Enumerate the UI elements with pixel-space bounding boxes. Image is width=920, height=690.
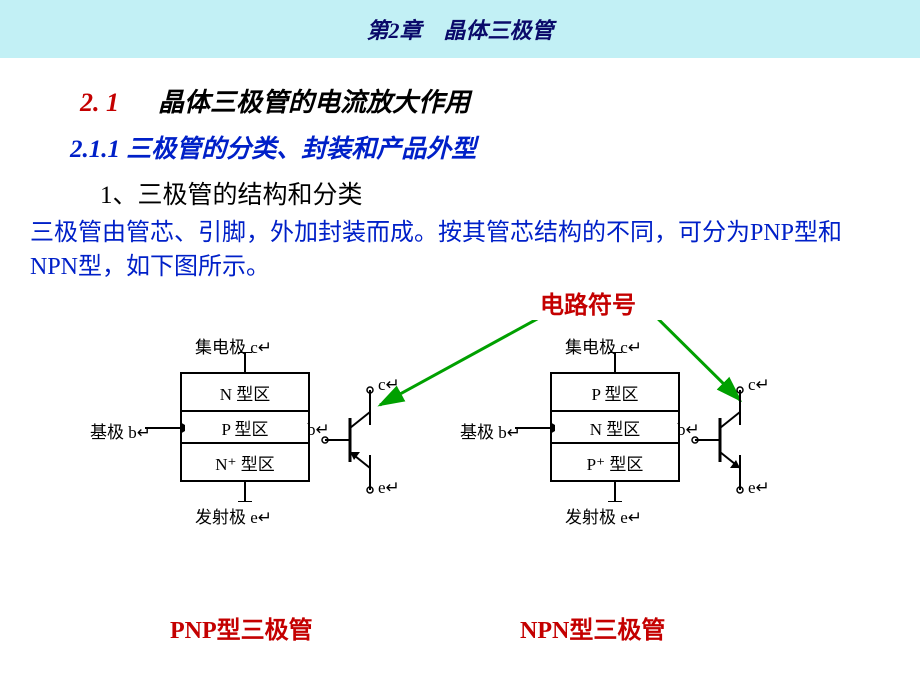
npn-layer-mid: N 型区 [550, 412, 680, 442]
pnp-caption: PNP型三极管 [170, 610, 313, 645]
subsection-heading: 2.1.1 三极管的分类、封装和产品外型 [70, 129, 870, 165]
npn-sym-b: b↵ [677, 420, 700, 440]
diagrams-container: 集电极 c↵ N 型区 P 型区 N⁺ 型区 基极 b↵ 发射极 e↵ c↵ b… [0, 320, 920, 690]
pnp-circuit-symbol [320, 380, 420, 500]
pnp-layer-bot: N⁺ 型区 [180, 442, 310, 482]
section-number: 2. 1 [80, 88, 119, 117]
content-area: 2. 1 晶体三极管的电流放大作用 2.1.1 三极管的分类、封装和产品外型 1… [0, 58, 920, 284]
npn-emitter-label: 发射极 e↵ [565, 503, 642, 528]
base-lead [515, 418, 555, 438]
npn-circuit-symbol [690, 380, 790, 500]
pnp-sym-b: b↵ [307, 420, 330, 440]
pnp-base-label: 基极 b↵ [90, 418, 151, 443]
npn-caption: NPN型三极管 [520, 610, 665, 645]
npn-sym-c: c↵ [748, 375, 770, 395]
pnp-layer-top: N 型区 [180, 372, 310, 412]
npn-layer-bot: P⁺ 型区 [550, 442, 680, 482]
npn-sym-e: e↵ [748, 478, 770, 498]
npn-base-label: 基极 b↵ [460, 418, 521, 443]
pnp-sym-c: c↵ [378, 375, 400, 395]
pnp-collector-label: 集电极 c↵ [195, 333, 272, 358]
circuit-symbol-label: 电路符号 [540, 285, 636, 320]
lead-line [605, 482, 625, 502]
subsection-title: 三极管的分类、封装和产品外型 [126, 136, 476, 163]
lead-line [605, 352, 625, 372]
pointer-arrows [0, 320, 920, 690]
subsection-number: 2.1.1 [70, 136, 120, 163]
chapter-title: 第2章 晶体三极管 [366, 13, 553, 45]
lead-line [235, 482, 255, 502]
pnp-emitter-label: 发射极 e↵ [195, 503, 272, 528]
section-heading: 2. 1 晶体三极管的电流放大作用 [80, 82, 870, 119]
chapter-header: 第2章 晶体三极管 [0, 0, 920, 58]
item-heading: 1、三极管的结构和分类 [100, 175, 870, 211]
lead-line [235, 352, 255, 372]
pnp-sym-e: e↵ [378, 478, 400, 498]
section-title: 晶体三极管的电流放大作用 [158, 88, 470, 117]
pnp-layer-mid: P 型区 [180, 412, 310, 442]
intro-paragraph: 三极管由管芯、引脚，外加封装而成。按其管芯结构的不同，可分为PNP型和NPN型，… [30, 217, 870, 284]
npn-collector-label: 集电极 c↵ [565, 333, 642, 358]
npn-layer-top: P 型区 [550, 372, 680, 412]
base-lead [145, 418, 185, 438]
